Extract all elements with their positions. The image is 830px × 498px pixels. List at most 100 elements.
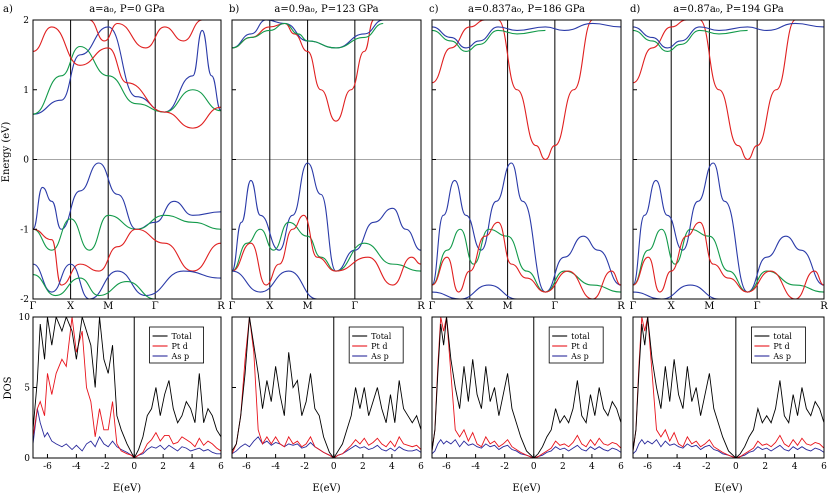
dos-x-tick: 4	[589, 462, 595, 472]
panel-label: d)	[630, 4, 640, 15]
band-line-red	[232, 214, 421, 286]
band-curves	[432, 20, 621, 299]
dos-x-tick: -2	[500, 462, 509, 472]
band-line-blue	[33, 26, 221, 115]
legend-entry: total	[773, 332, 792, 341]
legend-entry: Total	[371, 332, 392, 341]
dos-curves	[232, 317, 421, 458]
dos-x-axis-label: E(eV)	[512, 483, 540, 494]
kpoint-label: Γ	[754, 301, 761, 312]
dos-x-tick: 6	[618, 462, 624, 472]
legend-entry: total	[571, 332, 590, 341]
kpoint-label: R	[417, 301, 425, 312]
kpoint-label: Γ	[351, 301, 358, 312]
kpoint-label: Γ	[30, 301, 37, 312]
dos-line-total	[432, 317, 621, 458]
dos-x-axis-label: E(eV)	[113, 483, 141, 494]
band-line-blue	[633, 284, 719, 299]
kpoint-label: M	[704, 301, 714, 312]
band-y-tick: 1	[23, 86, 29, 96]
panel-label: c)	[429, 4, 439, 15]
legend-entry: As p	[772, 352, 791, 361]
band-line-green	[33, 274, 156, 299]
dos-x-tick: -4	[673, 462, 682, 472]
dos-line-pt-d	[432, 317, 621, 458]
band-line-blue	[33, 263, 221, 299]
band-line-red	[33, 26, 221, 129]
legend-entry: Pt d	[172, 342, 188, 351]
dos-x-tick: -2	[101, 462, 110, 472]
band-line-green	[432, 29, 546, 52]
band-line-blue	[432, 22, 621, 49]
dos-x-tick: 2	[360, 462, 366, 472]
dos-legend-box	[348, 326, 404, 364]
panel-label: a)	[3, 4, 13, 15]
dos-x-tick: -6	[43, 462, 52, 472]
dos-line-total	[232, 317, 421, 458]
dos-x-axis-label: E(eV)	[312, 483, 340, 494]
dos-x-tick: -2	[702, 462, 711, 472]
band-line-red	[232, 20, 375, 122]
band-y-tick: -2	[20, 295, 29, 305]
kpoint-label: X	[67, 301, 75, 312]
dos-x-tick: 2	[762, 462, 768, 472]
kpoint-label: Γ	[229, 301, 236, 312]
dos-x-tick: -6	[242, 462, 251, 472]
kpoint-label: Γ	[630, 301, 637, 312]
band-y-tick: -1	[20, 225, 29, 235]
panel-3: Γ X M Γ Rc) a=0.837a₀, P=186 GPa -6 -4 -2 0 2 4 6 E(e…	[429, 4, 626, 494]
panel-title: a=a₀, P=0 GPa	[89, 4, 165, 15]
legend-entry: Pt d	[773, 342, 789, 351]
kpoint-label: M	[502, 301, 512, 312]
kpoint-label: R	[617, 301, 625, 312]
dos-legend-box	[548, 326, 604, 364]
panel-2: Γ X M Γ Rb) a=0.9a₀, P=123 GPa -6 -4 -2 0 2 4 6 E(eV)…	[229, 4, 426, 494]
dos-x-tick: -2	[300, 462, 309, 472]
dos-line-total	[633, 317, 824, 458]
band-line-red	[89, 20, 203, 49]
panel-4: Γ X M Γ Rd) a=0.87a₀, P=194 GPa -6 -4 -2 0 2 4 6 E(eV…	[630, 4, 829, 494]
legend-entry: Pt d	[571, 342, 587, 351]
band-line-green	[432, 228, 621, 293]
dos-x-tick: -6	[643, 462, 652, 472]
dos-x-tick: 4	[792, 462, 798, 472]
band-curves	[633, 20, 824, 299]
panel-title: a=0.837a₀, P=186 GPa	[468, 4, 585, 15]
band-line-green	[33, 45, 221, 115]
legend-entry: Pt d	[371, 342, 387, 351]
panel-label: b)	[229, 4, 239, 15]
panel-title: a=0.9a₀, P=123 GPa	[274, 4, 378, 15]
kpoint-label: M	[103, 301, 113, 312]
dos-x-tick: 4	[389, 462, 395, 472]
kpoint-label: Γ	[429, 301, 436, 312]
band-line-blue	[633, 162, 824, 293]
band-line-blue	[232, 20, 384, 49]
dos-x-tick: 0	[131, 462, 137, 472]
dos-line-as-p	[232, 436, 421, 458]
band-line-red	[432, 221, 621, 299]
kpoint-label: M	[302, 301, 312, 312]
dos-x-tick: -4	[471, 462, 480, 472]
band-line-red	[699, 20, 796, 161]
dos-curves	[633, 317, 824, 458]
dos-x-tick: -6	[442, 462, 451, 472]
legend-entry: Total	[172, 332, 193, 341]
panel-1: Γ X M Γ R -2 -1 0 1 2 a) a=a₀, P=0 GPa -6 -4 -2 0 2 4 6 0 5 1…	[3, 4, 225, 494]
dos-curves	[33, 317, 221, 458]
band-line-blue	[232, 162, 421, 272]
band-line-blue	[232, 270, 318, 299]
dos-legend-box	[149, 326, 204, 364]
dos-x-tick: -4	[271, 462, 280, 472]
dos-x-axis-label: E(eV)	[714, 483, 742, 494]
kpoint-label: R	[820, 301, 828, 312]
dos-line-pt-d	[232, 317, 421, 458]
dos-line-as-p	[432, 438, 621, 458]
dos-x-tick: 6	[418, 462, 424, 472]
kpoint-label: X	[466, 301, 474, 312]
panel-title: a=0.87a₀, P=194 GPa	[673, 4, 784, 15]
dos-y-tick: 10	[19, 313, 31, 323]
kpoint-label: Γ	[551, 301, 558, 312]
legend-entry: As p	[171, 352, 190, 361]
dos-x-tick: 0	[531, 462, 537, 472]
